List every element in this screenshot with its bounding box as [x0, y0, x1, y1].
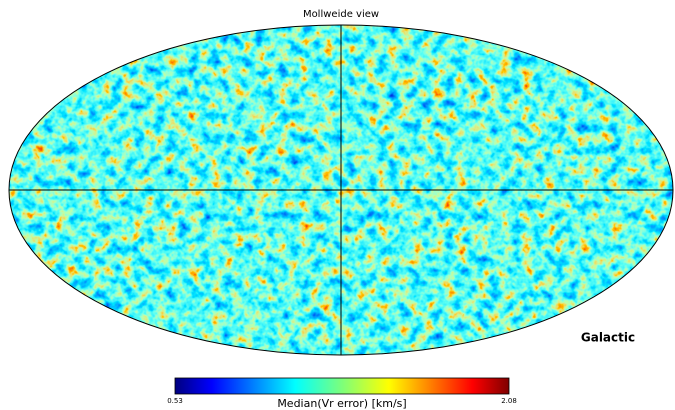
colorbar-label: Median(Vr error) [km/s] [277, 397, 406, 410]
coord-label: Galactic [581, 331, 635, 345]
colorbar-max: 2.08 [501, 397, 517, 405]
colorbar [174, 377, 510, 395]
map-title: Mollweide view [303, 9, 379, 20]
colorbar-min: 0.53 [167, 397, 183, 405]
